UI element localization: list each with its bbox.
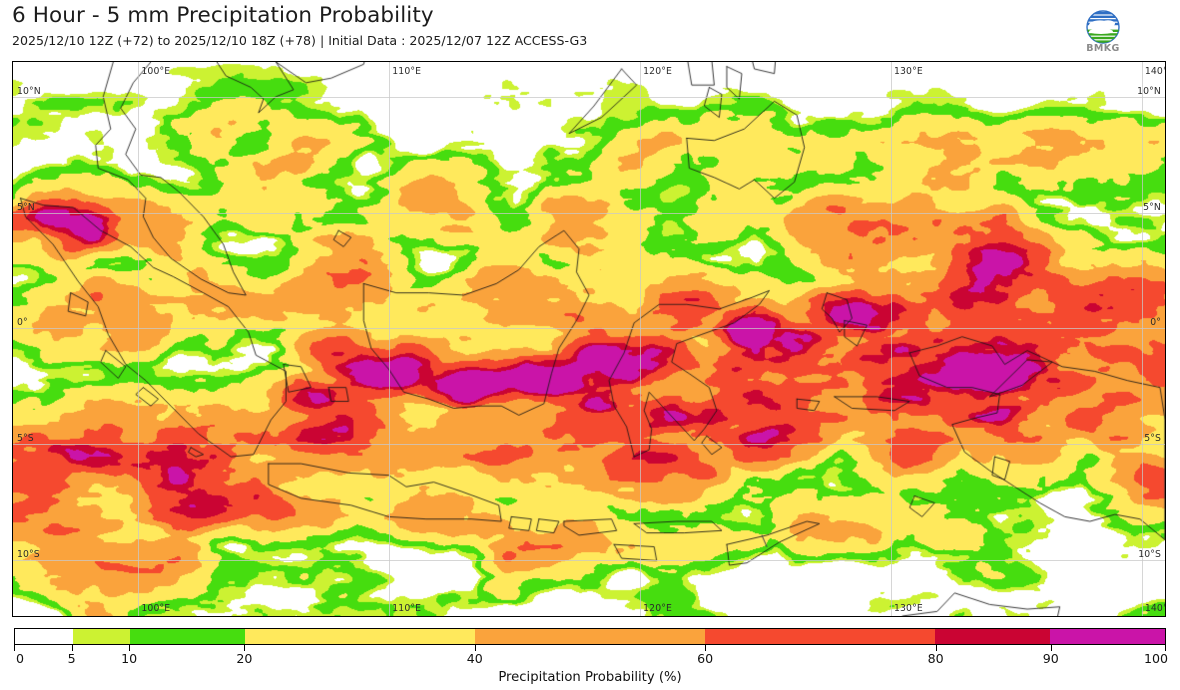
- lon-label-bottom: 100°E: [141, 603, 171, 614]
- colorbar-segment: [475, 629, 705, 644]
- colorbar-segment: [72, 629, 130, 644]
- forecast-subtitle: 2025/12/10 12Z (+72) to 2025/12/10 18Z (…: [12, 33, 588, 48]
- gridline-lat: [13, 212, 1165, 214]
- gridline-lat: [13, 328, 1165, 330]
- gridline-lon: [138, 62, 140, 616]
- colorbar-tick: [1165, 645, 1166, 651]
- lat-label-right: 0°: [1150, 317, 1161, 329]
- colorbar-tick-label: 80: [927, 651, 944, 666]
- lon-label-top: 100°E: [141, 66, 171, 77]
- colorbar-tick-label: 40: [466, 651, 483, 666]
- lon-label-bottom: 120°E: [643, 603, 672, 614]
- colorbar-segment: [935, 629, 1050, 644]
- colorbar-axis-label: Precipitation Probability (%): [498, 670, 682, 685]
- gridline-lon: [640, 62, 642, 616]
- lat-label-right: 10°S: [1138, 549, 1161, 561]
- colorbar-tick-label: 60: [697, 651, 714, 666]
- colorbar-tick-label: 100: [1143, 651, 1169, 666]
- lon-label-top: 140°E: [1144, 66, 1165, 77]
- colorbar-tick: [705, 645, 707, 651]
- colorbar-ticks: [14, 645, 1166, 653]
- colorbar-gradient: [14, 628, 1166, 645]
- colorbar-tick-label: 90: [1042, 651, 1059, 666]
- lat-label-left: 10°N: [17, 85, 41, 97]
- colorbar-segment: [1050, 629, 1165, 644]
- lat-label-left: 10°S: [17, 549, 40, 561]
- colorbar-tick-label: 5: [67, 651, 76, 666]
- gridline-lon: [891, 62, 893, 616]
- gridline-lat: [13, 560, 1165, 562]
- colorbar-segment: [130, 629, 245, 644]
- lat-label-right: 10°N: [1137, 85, 1161, 97]
- svg-text:BMKG: BMKG: [1086, 43, 1119, 54]
- colorbar-tick: [474, 645, 476, 651]
- gridline-lon: [1141, 62, 1143, 616]
- lon-label-top: 110°E: [392, 66, 422, 77]
- gridline-lat: [13, 96, 1165, 98]
- colorbar-tick: [1050, 645, 1052, 651]
- colorbar-tick: [935, 645, 937, 651]
- lat-label-left: 5°N: [17, 201, 35, 213]
- lat-label-left: 0°: [17, 317, 28, 329]
- colorbar-segment: [245, 629, 475, 644]
- colorbar-tick: [129, 645, 131, 651]
- gridline-lat: [13, 444, 1165, 446]
- lon-label-bottom: 110°E: [392, 603, 422, 614]
- lon-label-top: 130°E: [894, 66, 923, 77]
- lat-label-right: 5°N: [1143, 201, 1161, 213]
- gridline-lon: [389, 62, 391, 616]
- lon-label-bottom: 140°E: [1144, 603, 1165, 614]
- colorbar-segment: [705, 629, 935, 644]
- colorbar-legend: 0 5 10 20 40 60 80 90 100 Precipitation Probabil…: [14, 628, 1169, 688]
- lat-label-right: 5°S: [1144, 433, 1161, 445]
- map-panel[interactable]: 100°E 100°E 110°E 110°E 120°E 120°E 130°E 130°E…: [12, 61, 1166, 617]
- lon-label-bottom: 130°E: [894, 603, 923, 614]
- page-title: 6 Hour - 5 mm Precipitation Probability: [12, 3, 434, 28]
- colorbar-tick-labels: 0 5 10 20 40 60 80 90 100: [14, 651, 1169, 669]
- colorbar-tick-label: 10: [121, 651, 138, 666]
- colorbar-tick: [71, 645, 73, 651]
- lon-label-top: 120°E: [643, 66, 672, 77]
- colorbar-segment: [15, 629, 73, 644]
- colorbar-tick-label: 0: [15, 651, 25, 666]
- colorbar-tick: [14, 645, 15, 651]
- bmkg-logo-icon: BMKG: [1077, 4, 1129, 56]
- header: 6 Hour - 5 mm Precipitation Probability …: [0, 0, 1180, 58]
- colorbar-tick: [244, 645, 246, 651]
- precipitation-probability-raster: [13, 62, 1165, 616]
- colorbar-tick-label: 20: [236, 651, 253, 666]
- lat-label-left: 5°S: [17, 433, 34, 445]
